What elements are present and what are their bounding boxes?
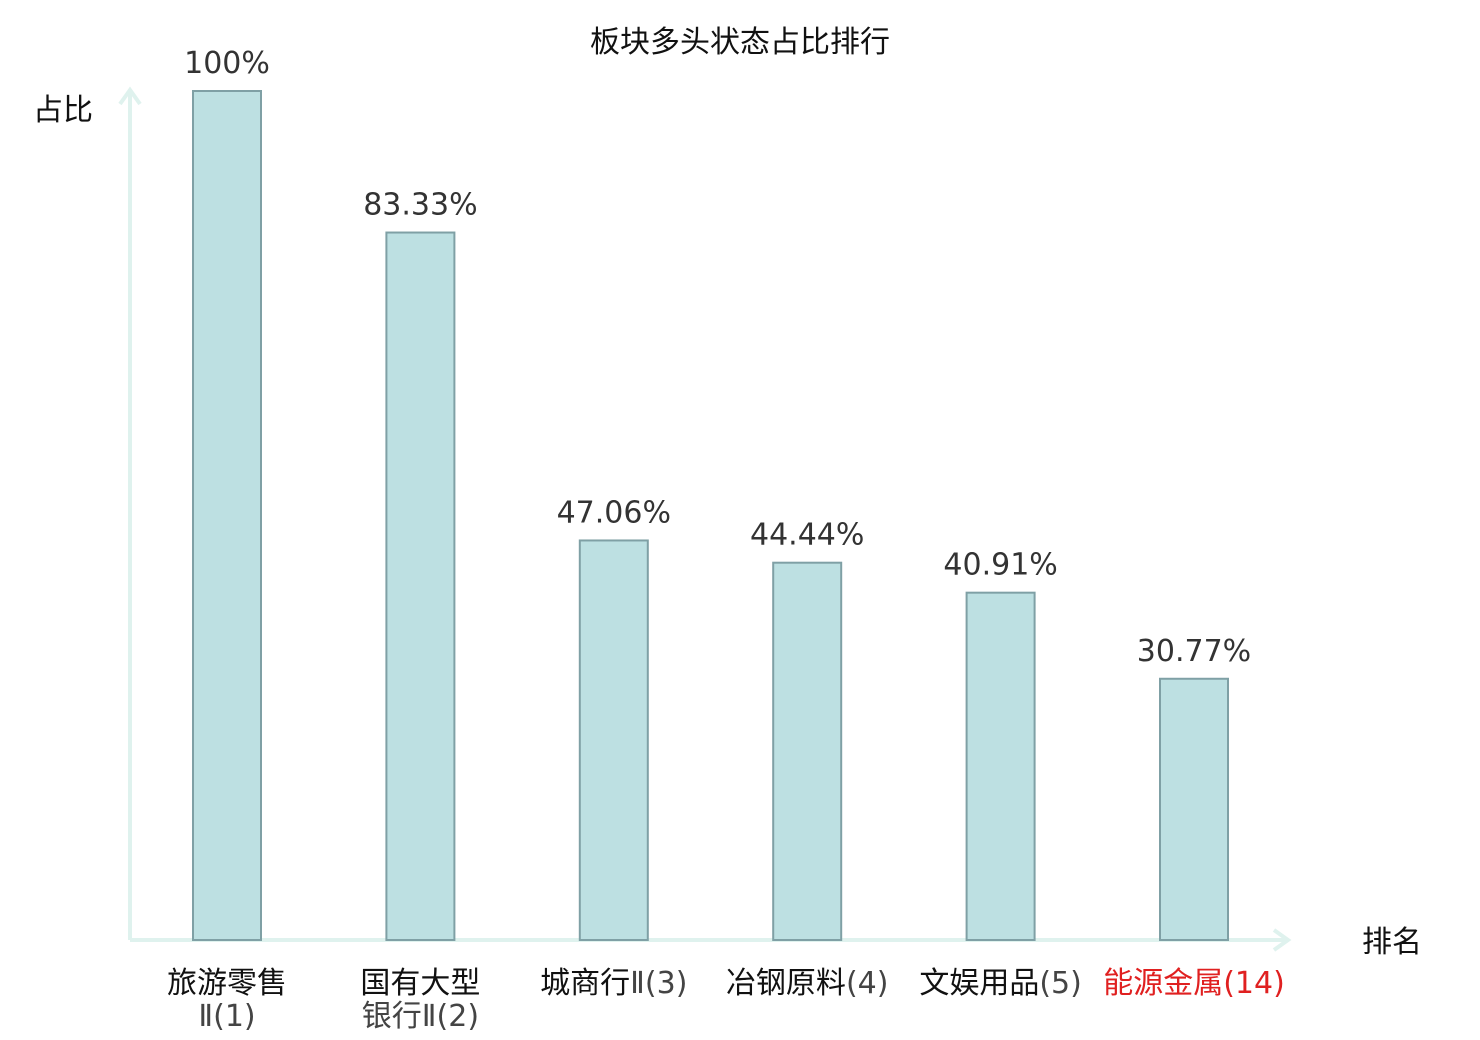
data-label: 47.06%	[557, 495, 671, 530]
x-axis-arrow-icon	[1272, 928, 1292, 952]
category-name: 国有大型	[360, 966, 480, 1001]
category-name: 文娱用品	[919, 966, 1039, 1001]
category-name: 旅游零售	[167, 966, 287, 1001]
data-label: 30.77%	[1137, 634, 1251, 669]
bar	[1159, 677, 1229, 941]
category-name: 城商行	[540, 966, 630, 1001]
category-name: 能源金属	[1103, 966, 1223, 1001]
category-rank: (4)	[846, 966, 889, 1001]
category-label: 能源金属(14)	[1103, 966, 1285, 1001]
bar	[965, 591, 1036, 941]
x-axis-label: 排名	[1362, 925, 1422, 960]
axes	[118, 86, 1292, 952]
data-labels: 100% 83.33% 47.06% 44.44% 40.91% 30.77%	[184, 46, 1251, 669]
category-name: 冶钢原料	[726, 966, 846, 1001]
category-rank: (5)	[1039, 966, 1082, 1001]
data-label: 40.91%	[943, 548, 1057, 583]
bar	[192, 90, 262, 941]
bar	[578, 539, 649, 941]
category-rank: 银行Ⅱ(2)	[362, 999, 479, 1034]
data-label: 83.33%	[363, 188, 477, 223]
data-label: 100%	[184, 46, 270, 81]
category-label: 冶钢原料(4)	[726, 966, 889, 1001]
y-axis-arrow-icon	[118, 86, 142, 106]
category-rank: (14)	[1223, 966, 1285, 1001]
bars	[192, 90, 1229, 941]
y-axis-label: 占比	[33, 93, 93, 128]
bar	[772, 561, 843, 941]
data-label: 44.44%	[750, 518, 864, 553]
category-label: 城商行Ⅱ(3)	[540, 966, 687, 1001]
category-rank: Ⅱ(1)	[198, 999, 255, 1034]
category-rank: Ⅱ(3)	[630, 966, 687, 1001]
category-label: 文娱用品(5)	[919, 966, 1082, 1001]
chart-title: 板块多头状态占比排行	[590, 25, 890, 60]
bar	[385, 231, 456, 941]
